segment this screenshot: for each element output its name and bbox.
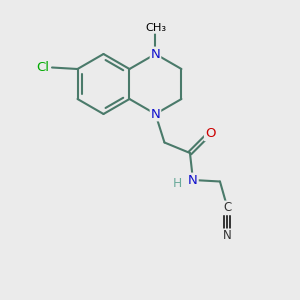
Text: Cl: Cl: [37, 61, 50, 74]
Text: N: N: [151, 107, 160, 121]
Text: O: O: [205, 127, 215, 140]
Text: N: N: [188, 173, 198, 187]
Text: C: C: [223, 201, 232, 214]
Text: N: N: [223, 229, 232, 242]
Text: N: N: [151, 47, 160, 61]
Text: CH₃: CH₃: [145, 23, 166, 33]
Text: H: H: [172, 177, 182, 190]
